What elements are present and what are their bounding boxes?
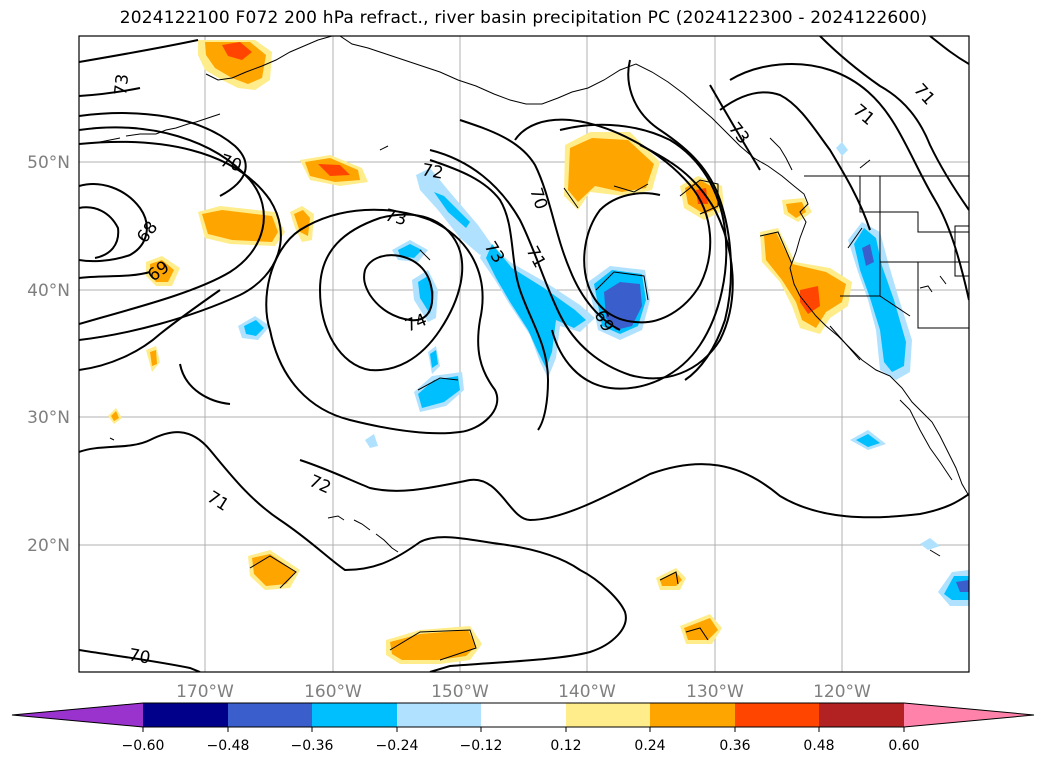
map-title: 2024122100 F072 200 hPa refract., river … [119,8,928,28]
lon-label-120w: 120°W [813,682,871,702]
refractivity-contours [79,36,969,672]
lat-label-40n: 40°N [27,281,70,301]
colorbar-tick-label: −0.12 [460,738,503,754]
map-area: 73 70 68 69 72 73 74 73 70 71 69 72 71 7… [79,36,969,672]
lon-label-150w: 150°W [431,682,489,702]
colorbar-tick-label: −0.24 [376,738,419,754]
colorbar-extend-max [904,703,1034,727]
colorbar-tick-label: 0.36 [719,738,750,754]
colorbar-segment-5 [481,703,566,727]
negative-shading [238,142,969,606]
colorbar-tick-label: 0.60 [888,738,919,754]
colorbar-segment-4 [397,703,481,727]
coastlines [99,36,969,661]
longitude-labels: 170°W 160°W 150°W 140°W 130°W 120°W [176,682,871,702]
colorbar: −0.60 −0.48 −0.36 −0.24 −0.12 0.12 0.24 … [11,702,1035,754]
colorbar-extend-min [12,703,143,727]
lat-label-20n: 20°N [27,536,70,556]
lon-label-160w: 160°W [304,682,362,702]
colorbar-segment-7 [650,703,735,727]
colorbar-segment-3 [312,703,397,727]
lat-label-50n: 50°N [27,153,70,173]
colorbar-tick-label: 0.24 [634,738,665,754]
contour-label-70-south: 70 [127,645,152,668]
colorbar-tick-label: −0.48 [207,738,250,754]
lon-label-170w: 170°W [176,682,234,702]
latitude-labels: 50°N 40°N 30°N 20°N [27,153,70,556]
colorbar-segment-6 [566,703,650,727]
colorbar-segment-1 [143,703,228,727]
colorbar-segment-8 [735,703,819,727]
colorbar-tick-label: −0.36 [291,738,334,754]
colorbar-tick-label: 0.12 [550,738,581,754]
lat-label-30n: 30°N [27,408,70,428]
colorbar-ticks [142,727,905,732]
contour-label-72-north: 72 [420,160,445,183]
lon-label-140w: 140°W [558,682,616,702]
positive-shading [108,40,852,664]
lon-label-130w: 130°W [686,682,744,702]
colorbar-segment-9 [819,703,904,727]
colorbar-segment-2 [228,703,312,727]
colorbar-tick-label: −0.60 [122,738,165,754]
colorbar-tick-label: 0.48 [803,738,834,754]
map-border [78,35,970,673]
contour-label-73-west: 73 [111,73,133,97]
